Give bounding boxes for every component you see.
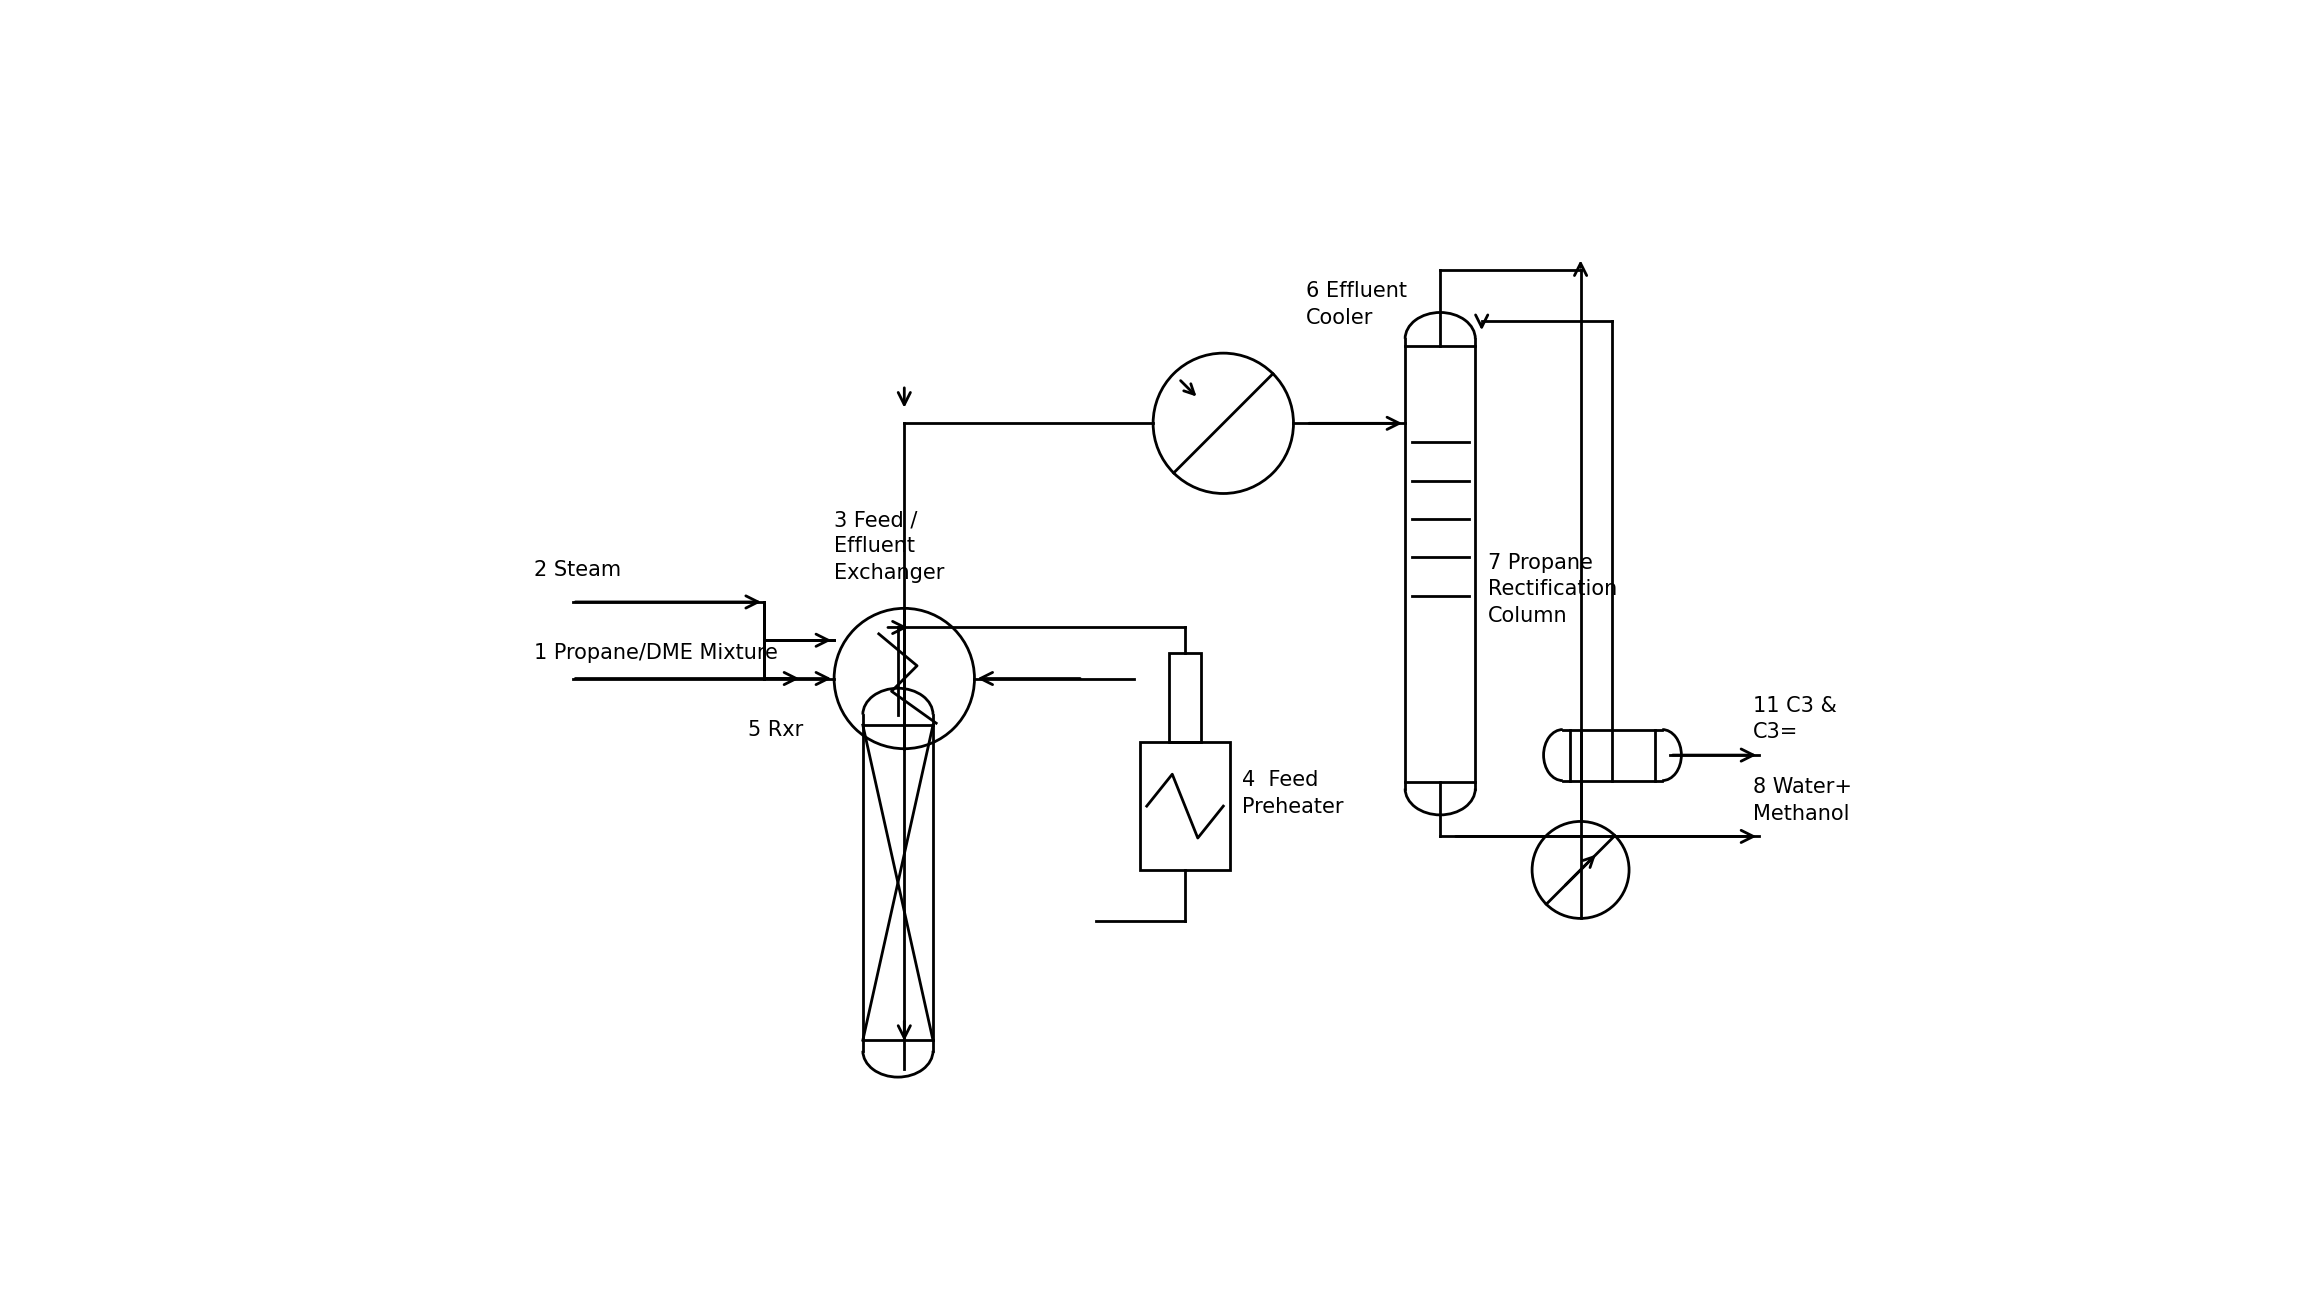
Text: 4  Feed
Preheater: 4 Feed Preheater bbox=[1243, 771, 1345, 816]
Bar bbox=[1169, 653, 1201, 742]
Text: 2 Steam: 2 Steam bbox=[533, 560, 621, 580]
Text: 5 Rxr: 5 Rxr bbox=[749, 720, 802, 739]
Bar bbox=[1141, 742, 1229, 870]
Text: 1 Propane/DME Mixture: 1 Propane/DME Mixture bbox=[533, 643, 779, 663]
Text: 7 Propane
Rectification
Column: 7 Propane Rectification Column bbox=[1489, 552, 1616, 626]
Text: 8 Water+
Methanol: 8 Water+ Methanol bbox=[1753, 777, 1853, 824]
Text: 6 Effluent
Cooler: 6 Effluent Cooler bbox=[1306, 281, 1408, 328]
Text: 11 C3 &
C3=: 11 C3 & C3= bbox=[1753, 696, 1837, 742]
Text: 3 Feed /
Effluent
Exchanger: 3 Feed / Effluent Exchanger bbox=[835, 511, 944, 582]
